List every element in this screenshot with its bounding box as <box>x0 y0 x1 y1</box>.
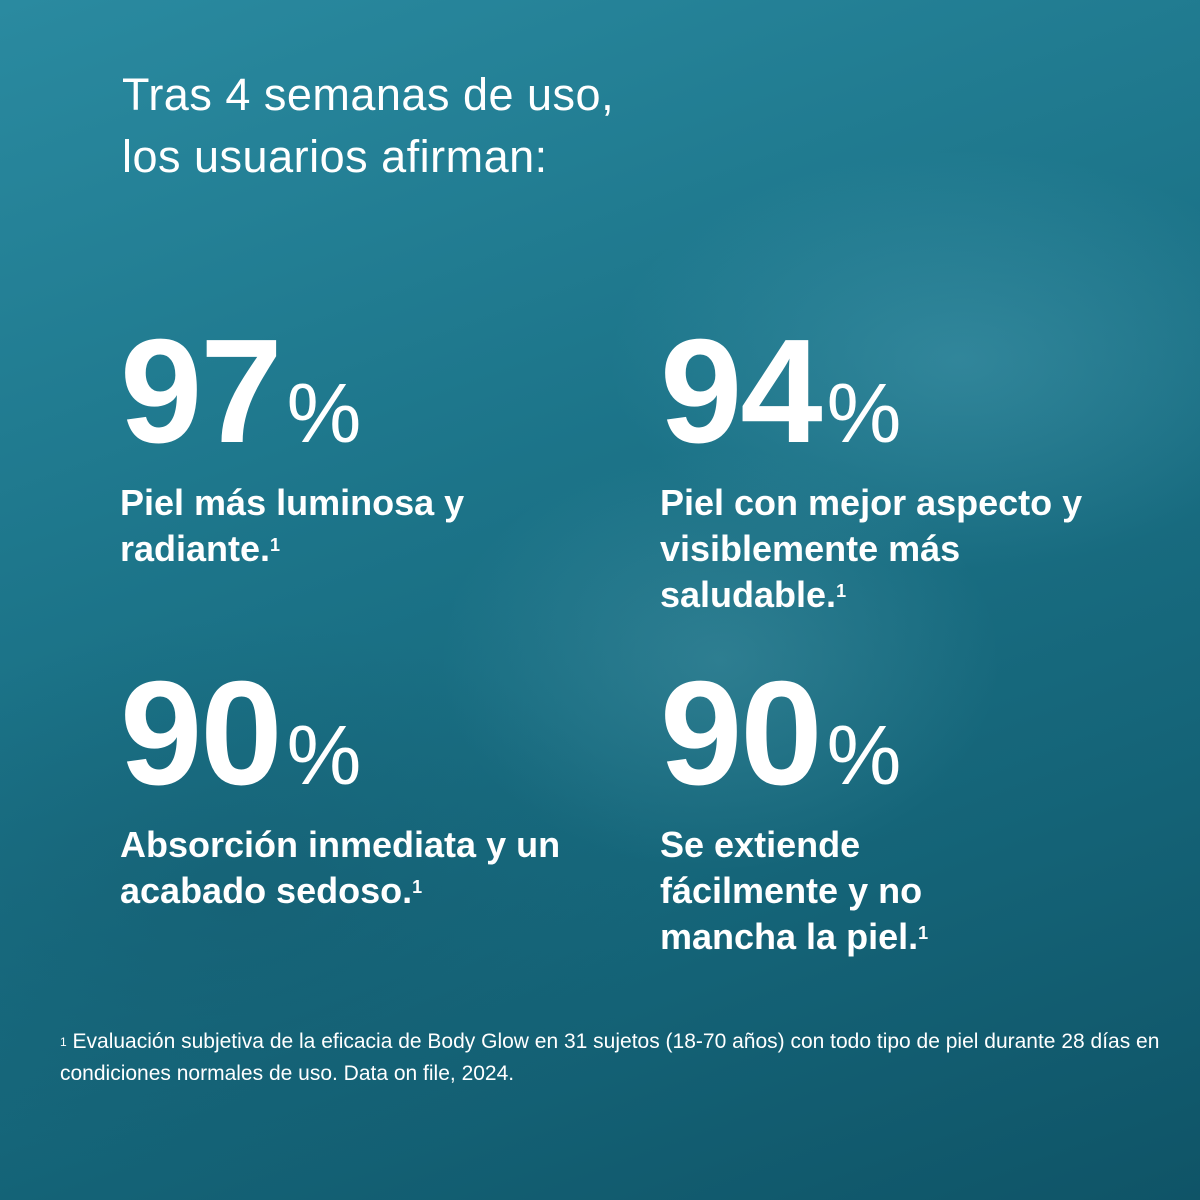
stat-unit: % <box>286 366 362 460</box>
headline-line-1: Tras 4 semanas de uso, <box>122 69 615 120</box>
stat-value: 90 <box>660 651 823 816</box>
stat-value: 90 <box>120 651 283 816</box>
footnote: 1 Evaluación subjetiva de la eficacia de… <box>60 1026 1160 1090</box>
stat-unit: % <box>826 366 902 460</box>
stat-label: Piel con mejor aspecto y visiblemente má… <box>660 482 1083 615</box>
footnote-ref: 1 <box>918 923 929 943</box>
stat-value: 94 <box>660 309 823 474</box>
footnote-ref: 1 <box>836 581 847 601</box>
stat-label: Se extiende fácilmente y no mancha la pi… <box>660 824 923 957</box>
stat-3: 90% Absorción inmediata y un acabado sed… <box>120 660 570 914</box>
stat-label: Piel más luminosa y radiante. <box>120 482 465 569</box>
footnote-marker: 1 <box>60 1035 67 1049</box>
headline: Tras 4 semanas de uso, los usuarios afir… <box>122 64 614 188</box>
stat-value: 97 <box>120 309 283 474</box>
stat-unit: % <box>826 708 902 802</box>
footnote-ref: 1 <box>270 535 281 555</box>
headline-line-2: los usuarios afirman: <box>122 131 548 182</box>
footnote-text: Evaluación subjetiva de la eficacia de B… <box>60 1030 1160 1085</box>
footnote-ref: 1 <box>412 877 423 897</box>
stat-4: 90% Se extiende fácilmente y no mancha l… <box>660 660 990 960</box>
stat-1: 97% Piel más luminosa y radiante.1 <box>120 318 540 572</box>
stat-unit: % <box>286 708 362 802</box>
stat-label: Absorción inmediata y un acabado sedoso. <box>120 824 561 911</box>
stat-2: 94% Piel con mejor aspecto y visiblement… <box>660 318 1140 618</box>
